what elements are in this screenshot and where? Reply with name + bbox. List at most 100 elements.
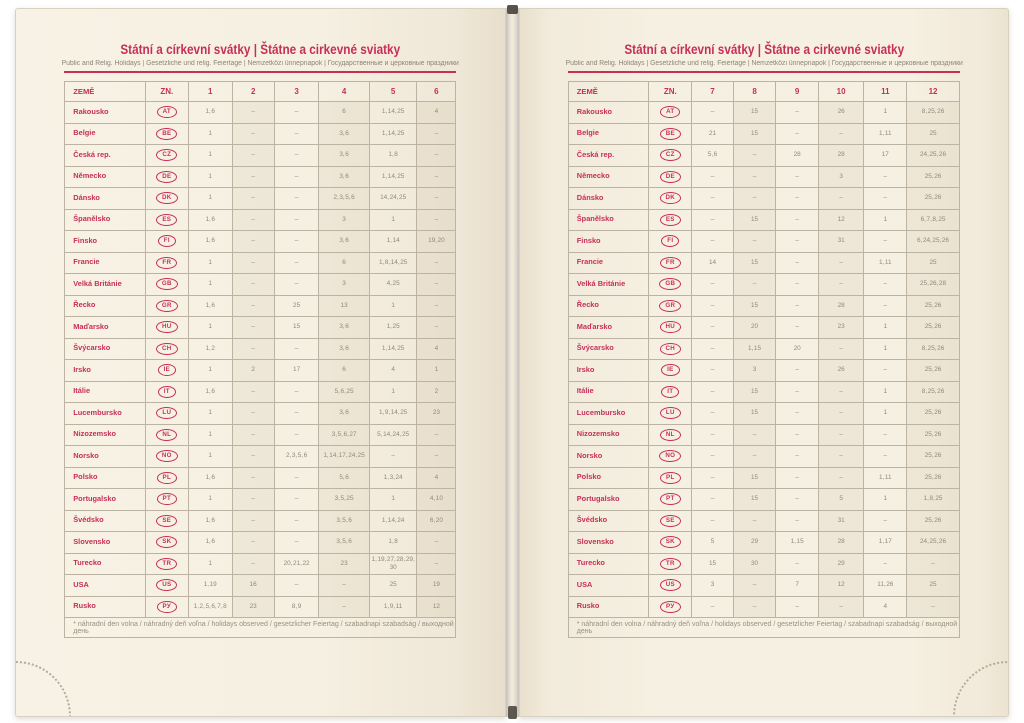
holiday-days-cell: – [906, 595, 960, 618]
holiday-days-cell: – [231, 337, 275, 360]
holiday-days-cell: 1, 15 [732, 337, 777, 360]
holiday-days-cell: 1, 9, 14, 25 [368, 402, 418, 425]
holiday-days-cell: 1, 14, 17, 24, 25 [318, 445, 370, 468]
country-name: Finsko [567, 230, 650, 253]
holiday-days-cell: 6, 7, 8, 25 [906, 208, 960, 231]
footnote-row: * náhradní den volna / náhradný deň voľn… [64, 617, 457, 638]
col-header-month: 2 [231, 81, 275, 102]
country-code-cell: NL [648, 423, 693, 446]
holiday-days-cell: 1, 6 [187, 101, 233, 124]
holiday-days-cell: 1, 6 [187, 509, 233, 532]
holiday-days-cell: 1, 8, 14, 25 [368, 251, 418, 274]
holiday-days-cell: – [691, 509, 734, 532]
footnote: * náhradní den volna / náhradný deň voľn… [567, 617, 960, 638]
holiday-days-cell: – [775, 466, 819, 489]
holiday-days-cell: – [231, 122, 275, 145]
holiday-days-cell: – [691, 380, 734, 403]
holiday-days-cell: 5, 6, 25 [318, 380, 370, 403]
holiday-days-cell: 15 [732, 488, 777, 511]
holiday-days-cell: 3, 5, 6, 27 [318, 423, 370, 446]
country-name: Švýcarsko [64, 337, 146, 360]
holiday-days-cell: – [817, 466, 865, 489]
country-code-badge: DK [156, 192, 178, 205]
country-code-badge: TR [659, 557, 681, 570]
holiday-days-cell: 14 [691, 251, 734, 274]
accent-rule [64, 71, 457, 73]
holiday-days-cell: – [416, 208, 457, 231]
holiday-days-cell: – [231, 466, 275, 489]
holiday-days-cell: 28 [817, 144, 865, 167]
country-code-cell: NO [144, 445, 189, 468]
table-row: Rakousko AT 1, 6– –6 1, 14, 25 4 [64, 101, 457, 124]
holiday-days-cell: 16 [231, 574, 275, 597]
country-code-cell: AT [648, 101, 693, 124]
holiday-days-cell: 28 [775, 144, 819, 167]
holiday-days-cell: – [231, 488, 275, 511]
country-code-cell: DK [648, 187, 693, 210]
corner-perforation-arc [15, 661, 71, 716]
holiday-days-cell: 1 [863, 488, 908, 511]
table-row: Turecko TR 1–20, 21, 22 23 1, 19, 27, 28, 29… [64, 552, 457, 575]
country-code-badge: NO [659, 450, 682, 463]
country-name: Švédsko [567, 509, 650, 532]
holiday-days-cell: – [273, 402, 320, 425]
holiday-days-cell: 8, 25, 26 [906, 337, 960, 360]
table-row: Francie FR 14 15– –1, 11 25 [567, 251, 960, 274]
page-subtitle: Public and Relig. Holidays | Gesetzliche… [61, 60, 459, 67]
holiday-days-cell: 1 [187, 273, 233, 296]
table-row: Maďarsko HU –20–23 1 25, 26 [567, 316, 960, 339]
col-header-month: 3 [273, 81, 320, 102]
holiday-days-cell: – [231, 208, 275, 231]
holiday-days-cell: – [691, 230, 734, 253]
holiday-days-cell: 25, 26 [906, 423, 960, 446]
holiday-days-cell: – [775, 359, 819, 382]
holiday-days-cell: – [416, 251, 457, 274]
holiday-days-cell: – [416, 273, 457, 296]
country-code-badge: GR [155, 299, 178, 312]
col-header-month: 5 [368, 81, 418, 102]
holiday-days-cell: 1, 14, 25 [368, 101, 418, 124]
table-row: Slovensko SK 1, 6– –3, 5, 6 1, 8– [64, 531, 457, 554]
country-code-badge: IT [661, 385, 680, 398]
holiday-days-cell: – [817, 187, 865, 210]
country-code-cell: DE [648, 165, 693, 188]
country-name: Irsko [567, 359, 650, 382]
holiday-days-cell: – [691, 488, 734, 511]
holiday-days-cell: – [273, 509, 320, 532]
holiday-days-cell: – [231, 187, 275, 210]
country-code-cell: SK [648, 531, 693, 554]
accent-rule [567, 71, 960, 73]
holiday-days-cell: – [775, 509, 819, 532]
holiday-days-cell: 25, 26 [906, 359, 960, 382]
country-name: Rusko [567, 595, 650, 618]
holiday-days-cell: 1 [187, 402, 233, 425]
holiday-days-cell: 1 [187, 187, 233, 210]
holiday-days-cell: – [732, 445, 777, 468]
country-code-cell: GB [648, 273, 693, 296]
country-code-cell: NL [144, 423, 189, 446]
table-row: Lucembursko LU –15– –1 25, 26 [567, 402, 960, 425]
col-header-month: 11 [863, 81, 908, 102]
country-code-cell: BE [648, 122, 693, 145]
holiday-days-cell: – [318, 595, 370, 618]
table-row: Lucembursko LU 1– –3, 6 1, 9, 14, 25 23 [64, 402, 457, 425]
holiday-days-cell: – [863, 165, 908, 188]
holiday-days-cell: 6 [318, 101, 370, 124]
holiday-days-cell: 3 [732, 359, 777, 382]
holiday-days-cell: 1 [863, 380, 908, 403]
holiday-days-cell: 31 [817, 230, 865, 253]
country-code-cell: GB [144, 273, 189, 296]
holiday-days-cell: 29 [817, 552, 865, 575]
country-code-cell: CH [144, 337, 189, 360]
country-code-badge: GB [659, 278, 682, 291]
holiday-days-cell: – [775, 445, 819, 468]
table-row: Belgie BE 21 15– –1, 11 25 [567, 122, 960, 145]
holiday-days-cell: – [817, 423, 865, 446]
holiday-days-cell: – [775, 273, 819, 296]
country-code-badge: NL [659, 428, 681, 441]
holiday-days-cell: – [691, 359, 734, 382]
country-name: Turecko [567, 552, 650, 575]
holiday-days-cell: 1 [863, 337, 908, 360]
holiday-days-cell: – [775, 251, 819, 274]
holiday-days-cell: – [273, 574, 320, 597]
